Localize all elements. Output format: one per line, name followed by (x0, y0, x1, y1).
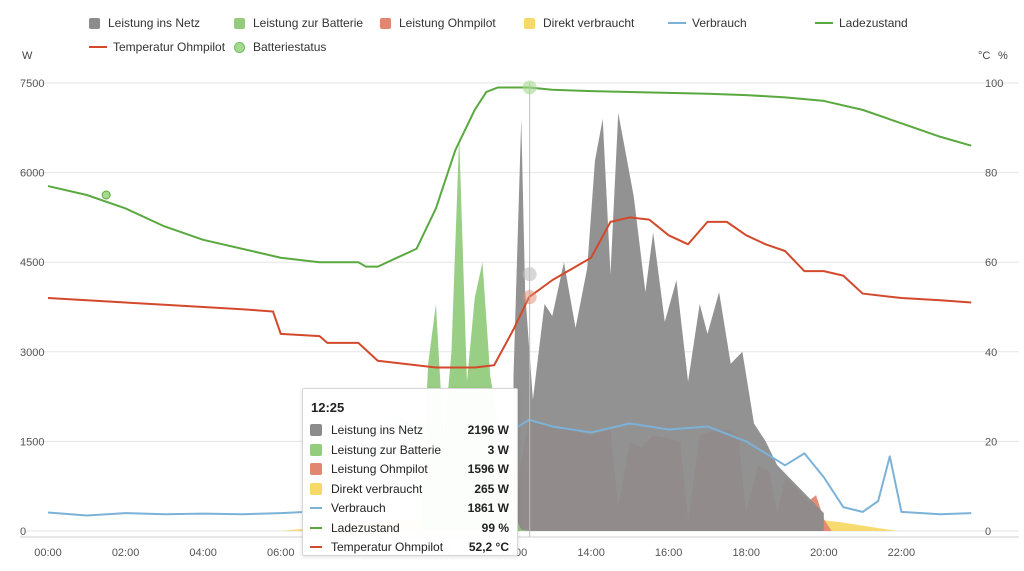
x-tick-label: 20:00 (810, 547, 838, 559)
tooltip-row: Leistung ins Netz 2196 W (310, 421, 509, 439)
tooltip-row: Leistung zur Batterie 3 W (310, 441, 509, 459)
tooltip-row: Direkt verbraucht 265 W (310, 480, 509, 498)
legend-item-leistung-ins-netz[interactable]: Leistung ins Netz (89, 16, 200, 30)
left-tick-label: 1500 (20, 436, 44, 448)
legend-item-verbrauch[interactable]: Verbrauch (668, 16, 747, 30)
right-tick-label: 40 (985, 347, 997, 359)
legend-swatch (89, 17, 100, 29)
x-tick-label: 18:00 (732, 547, 760, 559)
tooltip-label: Temperatur Ohmpilot (331, 540, 444, 554)
left-axis-ticks: 7500 6000 4500 3000 1500 0 (20, 78, 44, 538)
legend-label: Leistung zur Batterie (253, 16, 364, 30)
right-tick-label: 0 (985, 526, 991, 538)
x-tick-label: 00:00 (34, 547, 62, 559)
legend-swatch (234, 17, 245, 29)
right-axis-unit-pct: % (998, 50, 1008, 62)
x-tick-label: 02:00 (112, 547, 140, 559)
tooltip-value: 265 W (474, 481, 509, 496)
tooltip-label: Ladezustand (331, 520, 400, 535)
legend-label: Direkt verbraucht (543, 16, 635, 30)
tooltip-value: 1861 W (467, 501, 509, 515)
legend-label: Verbrauch (692, 16, 747, 30)
x-axis-ticks: 00:0002:0004:0006:0008:0010:0012:0014:00… (34, 547, 915, 559)
legend-label: Leistung ins Netz (108, 16, 201, 30)
x-tick-label: 22:00 (888, 547, 916, 559)
right-tick-label: 20 (985, 436, 997, 448)
area-leistung-ins-netz (513, 112, 824, 531)
hover-tooltip: 12:25 Leistung ins Netz 2196 W Leistung zu… (302, 388, 518, 556)
left-tick-label: 7500 (20, 78, 44, 90)
battery-status-point (101, 190, 111, 200)
right-tick-label: 80 (985, 168, 997, 180)
tooltip-time: 12:25 (311, 400, 345, 415)
tooltip-label: Leistung ins Netz (331, 423, 424, 437)
legend-item-direkt-verbraucht[interactable]: Direkt verbraucht (524, 16, 634, 30)
tooltip-row: Temperatur Ohmpilot 52,2 °C (310, 538, 509, 556)
right-axis-ticks: 100 80 60 40 20 0 (985, 78, 1003, 538)
cursor-marker-soc (522, 80, 537, 95)
legend-swatch (89, 46, 107, 48)
tooltip-row: Leistung Ohmpilot 1596 W (310, 460, 509, 478)
line-temperatur-ohmpilot (47, 216, 972, 369)
tooltip-swatch (310, 546, 322, 548)
left-tick-label: 6000 (20, 168, 44, 180)
legend-label: Ladezustand (839, 16, 908, 30)
tooltip-swatch (310, 463, 322, 475)
legend-label: Leistung Ohmpilot (399, 16, 496, 30)
tooltip-swatch (310, 507, 322, 509)
tooltip-label: Leistung Ohmpilot (331, 462, 428, 476)
tooltip-value: 99 % (481, 520, 509, 535)
line-verbrauch (47, 416, 972, 517)
line-series (47, 86, 972, 517)
hover-cursor (522, 80, 537, 537)
cursor-marker-temp (522, 290, 537, 305)
legend-item-leistung-zur-batterie[interactable]: Leistung zur Batterie (234, 16, 363, 30)
legend-swatch (668, 22, 686, 24)
legend-swatch (524, 17, 535, 29)
legend-item-leistung-ohmpilot[interactable]: Leistung Ohmpilot (380, 16, 496, 30)
tooltip-swatch (310, 482, 322, 495)
tooltip-swatch (310, 443, 322, 456)
legend-label: Temperatur Ohmpilot (113, 40, 226, 54)
legend-swatch (380, 17, 391, 29)
tooltip-swatch (310, 424, 322, 436)
tooltip-swatch (310, 526, 322, 529)
tooltip-value: 52,2 °C (468, 540, 509, 554)
x-tick-label: 06:00 (267, 547, 295, 559)
legend-swatch (234, 41, 245, 53)
cursor-marker-grid (522, 267, 537, 282)
tooltip-value: 2196 W (467, 423, 509, 437)
tooltip-row: Ladezustand 99 % (310, 519, 509, 537)
tooltip-label: Direkt verbraucht (331, 481, 423, 496)
line-ladezustand (47, 86, 972, 268)
x-tick-label: 16:00 (655, 547, 683, 559)
legend-item-temperatur-ohmpilot[interactable]: Temperatur Ohmpilot (89, 40, 225, 54)
legend-item-batteriestatus[interactable]: Batteriestatus (234, 40, 326, 54)
right-tick-label: 100 (985, 78, 1003, 90)
tooltip-value: 3 W (487, 442, 509, 457)
left-axis-unit: W (22, 50, 33, 62)
right-tick-label: 60 (985, 257, 997, 269)
left-tick-label: 3000 (20, 347, 44, 359)
tooltip-label: Verbrauch (331, 501, 386, 515)
left-tick-label: 0 (20, 526, 26, 538)
left-tick-label: 4500 (20, 257, 44, 269)
legend-label: Batteriestatus (253, 40, 327, 54)
legend-swatch (815, 22, 833, 24)
tooltip-row: Verbrauch 1861 W (310, 499, 509, 517)
tooltip-label: Leistung zur Batterie (331, 442, 442, 457)
legend-item-ladezustand[interactable]: Ladezustand (815, 16, 908, 30)
x-tick-label: 14:00 (577, 547, 605, 559)
x-tick-label: 04:00 (189, 547, 217, 559)
tooltip-value: 1596 W (467, 462, 509, 476)
right-axis-unit-temp: °C (978, 50, 991, 62)
